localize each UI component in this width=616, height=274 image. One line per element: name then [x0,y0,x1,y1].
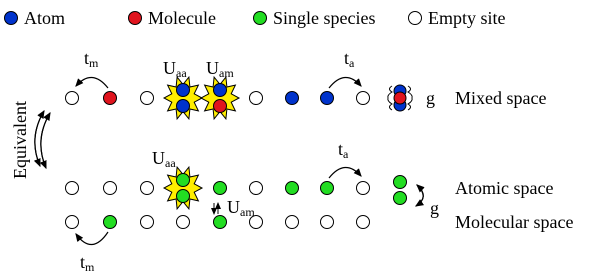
arrow [76,232,108,245]
site [177,84,190,97]
shapes [5,12,424,245]
site [177,216,190,229]
t-m-label: tm [80,252,95,274]
t-sub: m [89,56,99,70]
u-aa-label: Uaa [152,148,176,170]
t-m-label: tm [84,48,99,70]
site [357,182,370,195]
arrow [76,77,108,88]
site [141,182,154,195]
site [254,12,267,25]
atomic-space-label: Atomic space [455,178,553,198]
site [141,92,154,105]
site [66,182,79,195]
u-base: U [163,58,176,78]
arrow [41,113,50,168]
site [250,92,263,105]
site [214,182,227,195]
legend-atom: Atom [24,8,65,28]
u-aa-label: Uaa [163,58,187,80]
u-am-label: Uam [227,197,255,219]
u-sub: aa [176,66,187,80]
u-base: U [227,197,240,217]
site [177,100,190,113]
t-sub: m [85,260,95,274]
site [321,182,334,195]
site [250,182,263,195]
site [286,182,299,195]
site [321,216,334,229]
site [141,216,154,229]
site [357,216,370,229]
t-a-label: ta [344,48,355,70]
t-a-label: ta [338,139,349,161]
site [177,174,190,187]
u-base: U [206,58,219,78]
equivalent-label: Equivalent [10,101,30,179]
site [286,216,299,229]
legend-single: Single species [273,8,375,28]
diagram: Atom Molecule Single species Empty site … [0,0,616,274]
t-sub: a [343,147,349,161]
legend-empty: Empty site [428,8,506,28]
site [66,92,79,105]
site [177,190,190,203]
molecular-space-label: Molecular space [455,212,573,232]
site [394,92,406,104]
arrow [329,167,361,178]
site [104,182,117,195]
site [409,12,422,25]
legend-molecule: Molecule [148,8,216,28]
site [394,176,407,189]
site [214,84,227,97]
arrow [416,185,423,206]
u-base: U [152,148,165,168]
u-sub: aa [165,156,176,170]
brace [388,86,392,110]
site [286,92,299,105]
site [321,92,334,105]
site [5,12,18,25]
brace [408,86,412,110]
u-sub: am [240,205,255,219]
site [214,216,227,229]
site [104,92,117,105]
g-label: g [430,198,439,218]
g-label: g [426,88,435,108]
site [104,216,117,229]
site [214,100,227,113]
t-sub: a [349,56,355,70]
u-sub: am [219,66,234,80]
mixed-space-label: Mixed space [455,88,546,108]
arrow [329,77,361,88]
site [129,12,142,25]
site [394,192,407,205]
site [357,92,370,105]
u-am-label: Uam [206,58,234,80]
site [66,216,79,229]
